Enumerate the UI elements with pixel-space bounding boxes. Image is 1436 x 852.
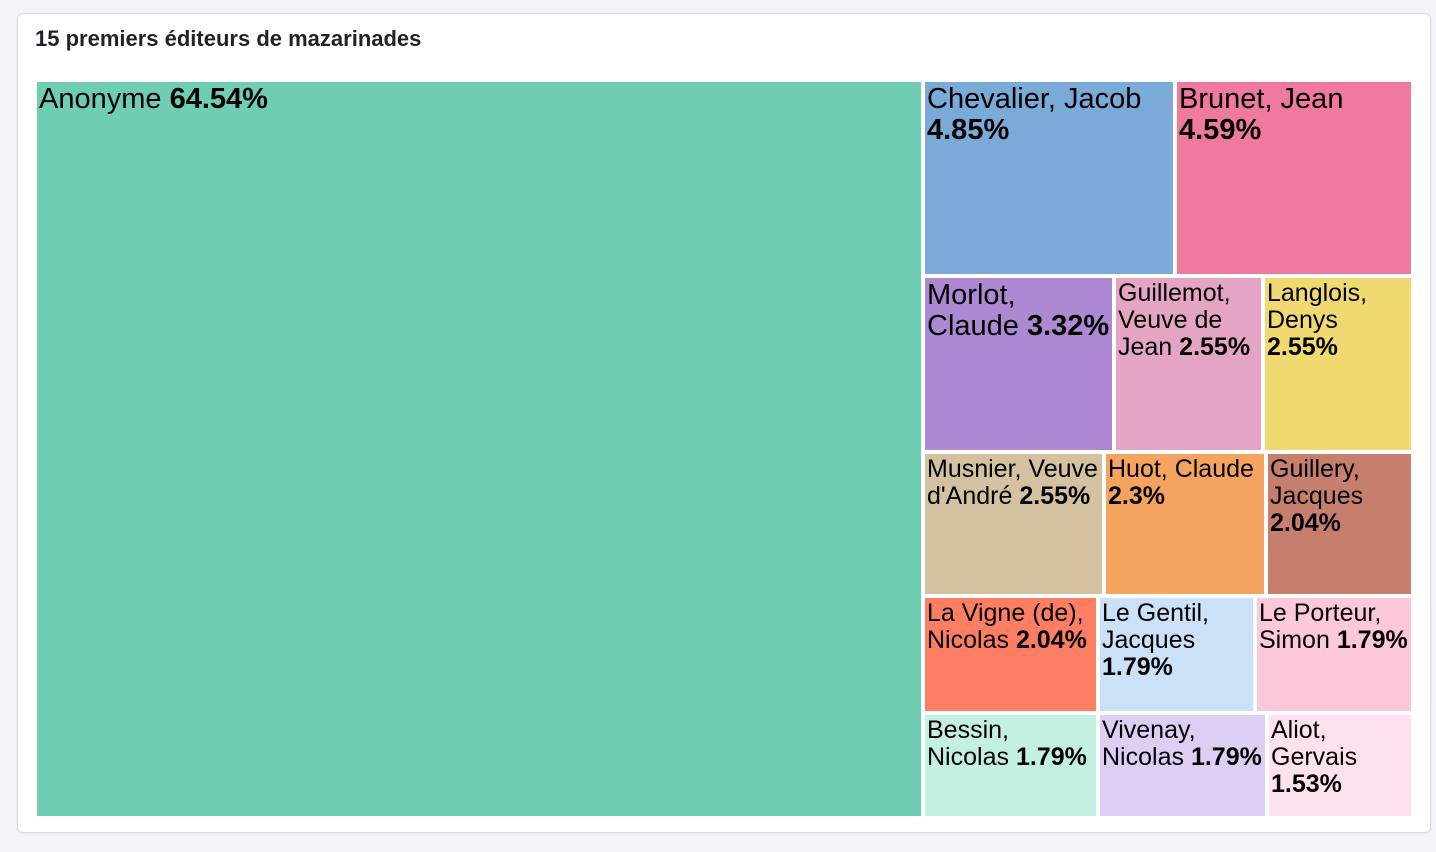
- tile-percent: 1.53%: [1271, 770, 1342, 798]
- tile-percent: 2.04%: [1015, 626, 1087, 654]
- tile-label: Morlot, Claude 3.32%: [927, 279, 1110, 343]
- treemap-tile[interactable]: Langlois, Denys 2.55%: [1263, 276, 1413, 452]
- tile-percent: 1.79%: [1102, 653, 1173, 681]
- tile-name: Guillery, Jacques: [1270, 455, 1364, 510]
- treemap-tile[interactable]: Vivenay, Nicolas 1.79%: [1098, 713, 1267, 818]
- tile-name: Langlois, Denys: [1267, 279, 1368, 334]
- treemap-tile[interactable]: Brunet, Jean 4.59%: [1175, 80, 1413, 276]
- treemap-tile[interactable]: Morlot, Claude 3.32%: [923, 276, 1114, 452]
- treemap-tile[interactable]: Chevalier, Jacob 4.85%: [923, 80, 1175, 276]
- treemap-tile[interactable]: Le Gentil, Jacques 1.79%: [1098, 596, 1255, 713]
- treemap: Anonyme 64.54% Chevalier, Jacob 4.85% Brun…: [35, 80, 1413, 818]
- tile-label: Guillery, Jacques 2.04%: [1270, 456, 1409, 537]
- tile-percent: 2.3%: [1108, 482, 1165, 510]
- tile-name: Musnier, Veuve d'André: [927, 455, 1098, 510]
- tile-name: Brunet, Jean: [1179, 83, 1344, 115]
- tile-label: Chevalier, Jacob 4.85%: [927, 83, 1171, 147]
- tile-label: Aliot, Gervais 1.53%: [1271, 717, 1409, 798]
- tile-label: Anonyme 64.54%: [39, 83, 919, 115]
- treemap-tile[interactable]: Bessin, Nicolas 1.79%: [923, 713, 1098, 818]
- tile-percent: 2.04%: [1270, 509, 1341, 537]
- treemap-tile[interactable]: La Vigne (de), Nicolas 2.04%: [923, 596, 1098, 713]
- tile-percent: 1.79%: [1015, 743, 1087, 771]
- tile-name: La Vigne (de), Nicolas: [927, 599, 1084, 654]
- tile-label: La Vigne (de), Nicolas 2.04%: [927, 600, 1094, 654]
- tile-percent: 2.55%: [1019, 482, 1091, 510]
- treemap-tile[interactable]: Guillemot, Veuve de Jean 2.55%: [1114, 276, 1263, 452]
- tile-name: Morlot, Claude: [927, 279, 1019, 343]
- treemap-tile[interactable]: Huot, Claude 2.3%: [1104, 452, 1266, 596]
- tile-percent: 2.55%: [1179, 333, 1251, 361]
- tile-label: Guillemot, Veuve de Jean 2.55%: [1118, 280, 1259, 361]
- chart-title: 15 premiers éditeurs de mazarinades: [35, 26, 422, 51]
- treemap-tile[interactable]: Aliot, Gervais 1.53%: [1267, 713, 1413, 818]
- tile-name: Chevalier, Jacob: [927, 83, 1142, 115]
- tile-percent: 4.85%: [927, 114, 1010, 147]
- tile-percent: 64.54%: [169, 83, 268, 115]
- tile-name: Vivenay, Nicolas: [1102, 716, 1196, 771]
- tile-percent: 3.32%: [1026, 310, 1110, 343]
- tile-name: Huot, Claude: [1108, 455, 1254, 483]
- tile-label: Langlois, Denys 2.55%: [1267, 280, 1409, 361]
- tile-name: Anonyme: [39, 83, 162, 115]
- tile-name: Le Gentil, Jacques: [1102, 599, 1210, 654]
- tile-name: Le Porteur, Simon: [1259, 599, 1382, 654]
- tile-name: Guillemot, Veuve de Jean: [1118, 279, 1231, 361]
- treemap-tile[interactable]: Guillery, Jacques 2.04%: [1266, 452, 1413, 596]
- tile-percent: 2.55%: [1267, 333, 1338, 361]
- tile-label: Brunet, Jean 4.59%: [1179, 83, 1409, 147]
- tile-percent: 4.59%: [1179, 114, 1262, 147]
- tile-label: Musnier, Veuve d'André 2.55%: [927, 456, 1100, 510]
- tile-percent: 1.79%: [1190, 743, 1262, 771]
- treemap-tile[interactable]: Anonyme 64.54%: [35, 80, 923, 818]
- tile-label: Le Porteur, Simon 1.79%: [1259, 600, 1409, 654]
- tile-label: Vivenay, Nicolas 1.79%: [1102, 717, 1263, 771]
- chart-card: 15 premiers éditeurs de mazarinades Anon…: [17, 13, 1431, 833]
- tile-label: Le Gentil, Jacques 1.79%: [1102, 600, 1251, 681]
- tile-name: Bessin, Nicolas: [927, 716, 1009, 771]
- treemap-tile[interactable]: Le Porteur, Simon 1.79%: [1255, 596, 1413, 713]
- tile-name: Aliot, Gervais: [1271, 716, 1358, 771]
- treemap-tile[interactable]: Musnier, Veuve d'André 2.55%: [923, 452, 1104, 596]
- tile-label: Huot, Claude 2.3%: [1108, 456, 1262, 510]
- tile-label: Bessin, Nicolas 1.79%: [927, 717, 1094, 771]
- tile-percent: 1.79%: [1336, 626, 1408, 654]
